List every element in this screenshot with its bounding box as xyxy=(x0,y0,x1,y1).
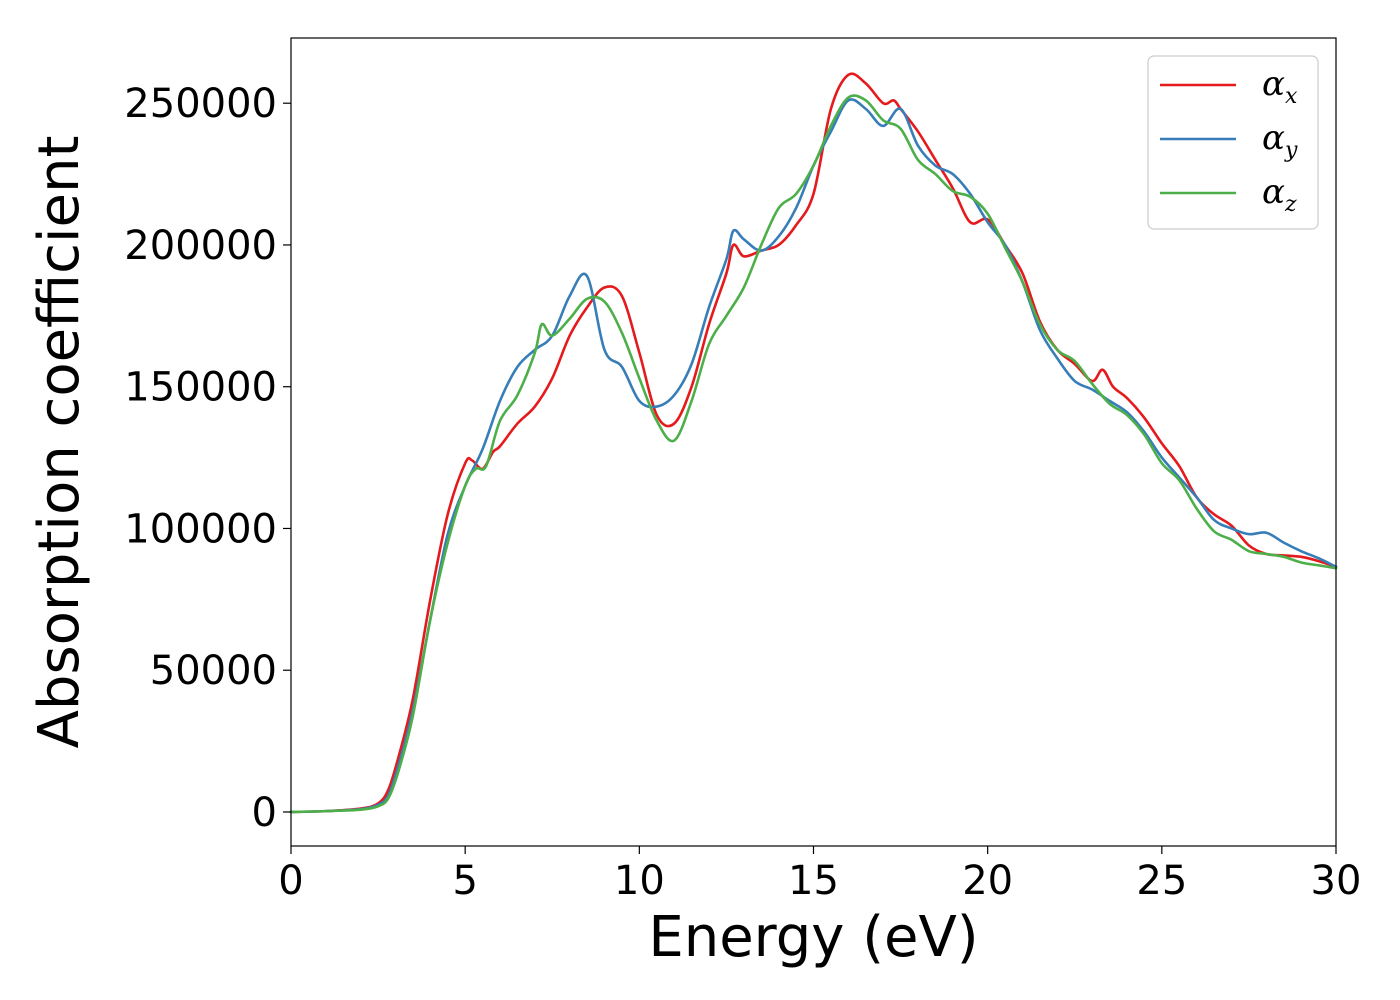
x-tick-label: 10 xyxy=(614,858,665,904)
series-line-alpha-x xyxy=(289,72,1338,814)
x-tick-label: 0 xyxy=(278,858,303,904)
y-tick-label: 200000 xyxy=(124,223,277,269)
series-line-alpha-z xyxy=(289,94,1338,814)
y-tick-label: 0 xyxy=(252,790,277,836)
legend-entry: αx xyxy=(1262,64,1298,109)
x-tick-label: 30 xyxy=(1311,858,1362,904)
x-tick-label: 5 xyxy=(452,858,477,904)
x-tick-label: 25 xyxy=(1136,858,1187,904)
x-axis-label: Energy (eV) xyxy=(648,905,978,970)
x-tick-label: 15 xyxy=(788,858,839,904)
ticks-layer: 0 5 10 15 20 25 30 0 50000 100000 150000 200000 2500… xyxy=(124,81,1361,904)
y-axis-label: Absorption coefficient xyxy=(27,136,92,749)
x-tick-label: 20 xyxy=(962,858,1013,904)
series-layer xyxy=(289,72,1338,814)
y-tick-label: 50000 xyxy=(150,648,277,694)
y-tick-label: 100000 xyxy=(124,506,277,552)
y-tick-label: 250000 xyxy=(124,81,277,127)
legend-box xyxy=(1147,55,1319,230)
y-tick-label: 150000 xyxy=(124,365,277,411)
